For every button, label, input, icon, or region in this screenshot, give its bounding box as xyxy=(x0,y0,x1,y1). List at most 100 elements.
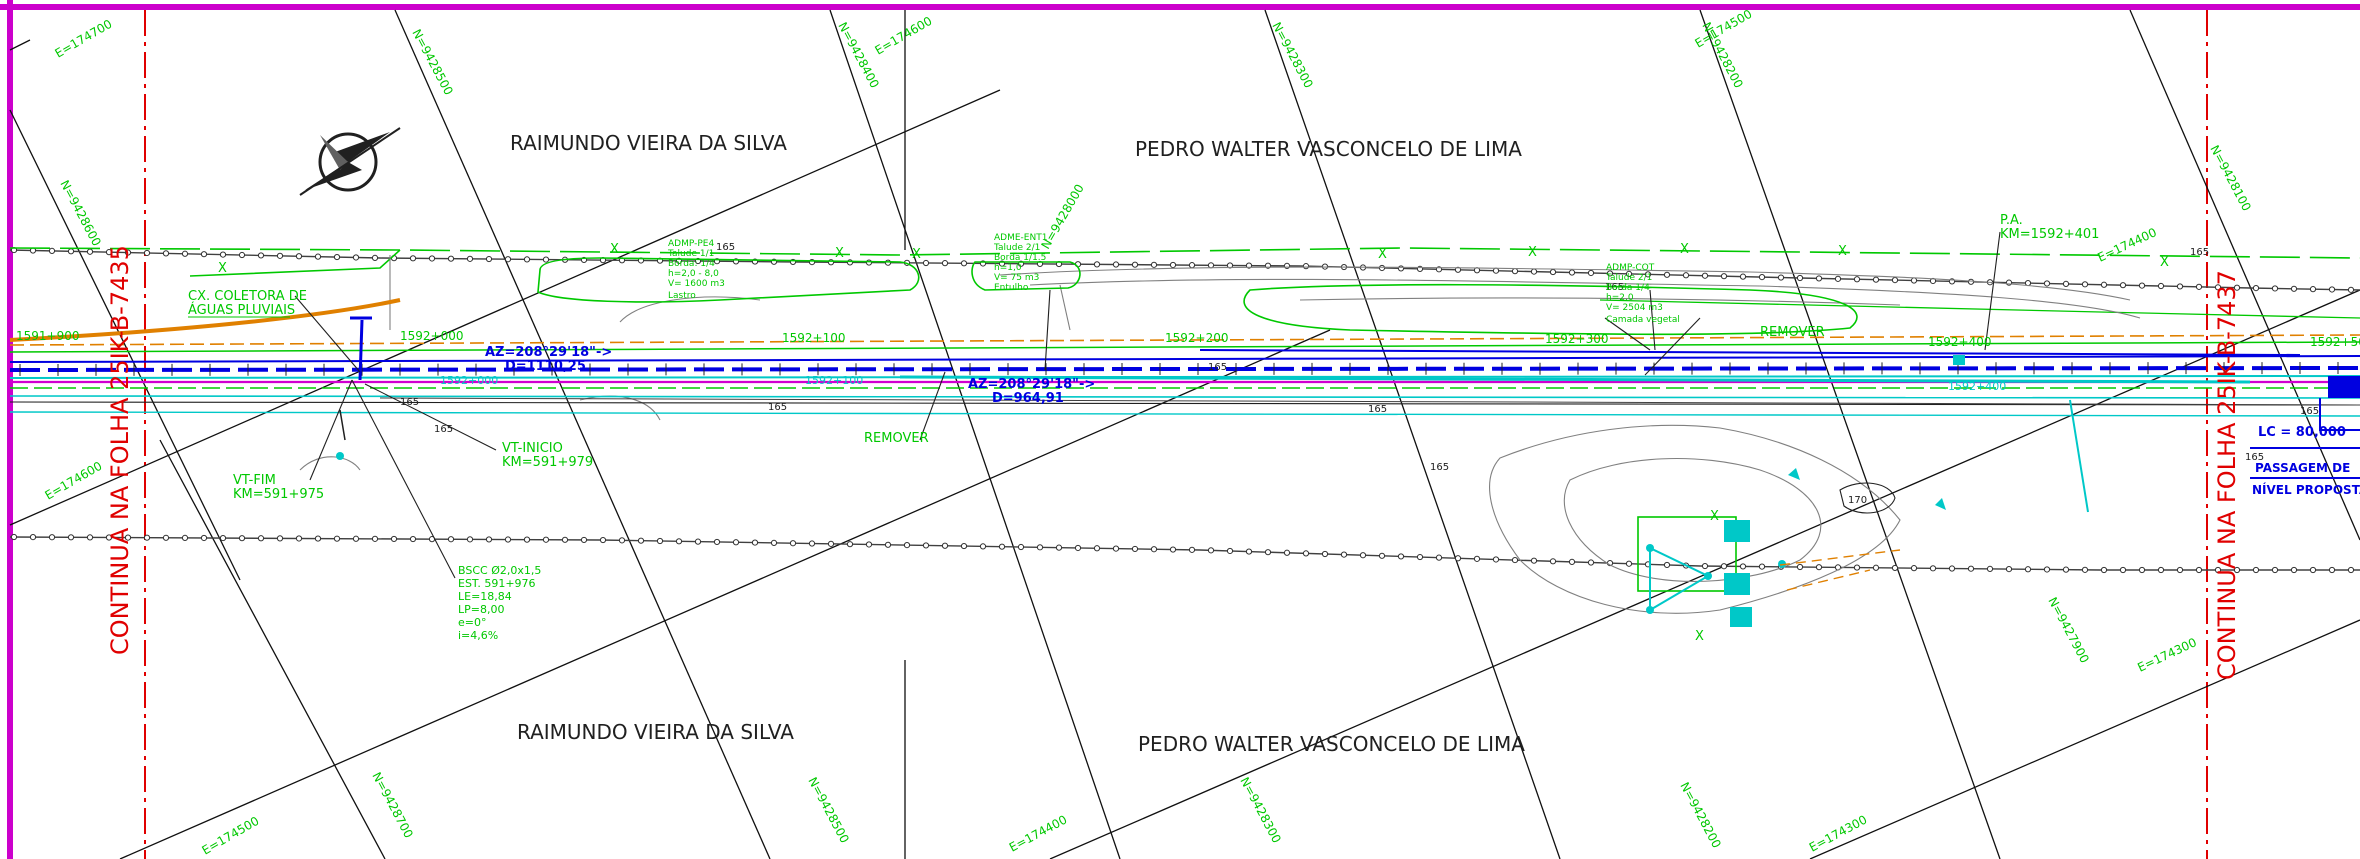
annotation-azimuth-2: AZ=208°29'18"-> xyxy=(968,377,1095,392)
elevation-label-11: 165 xyxy=(1605,282,1624,293)
fence-post xyxy=(884,541,892,548)
fence-post xyxy=(1587,559,1595,566)
svg-text:Talude 2/1: Talude 2/1 xyxy=(1605,273,1652,283)
fence-post xyxy=(808,540,816,547)
fence-post xyxy=(1530,557,1538,564)
fence-x-mark-10: X xyxy=(1710,509,1719,524)
fence-post xyxy=(2252,566,2260,574)
fence-post xyxy=(447,255,455,262)
fence-post xyxy=(2043,566,2051,573)
fence-post xyxy=(542,536,550,543)
fence-post xyxy=(2157,282,2165,290)
fence-post xyxy=(1644,271,1652,278)
fence-post xyxy=(694,538,702,545)
fence-post xyxy=(2081,566,2089,573)
fence-post xyxy=(1587,269,1595,277)
fence-post xyxy=(618,537,626,544)
fence-post xyxy=(1986,565,1994,573)
fence-post xyxy=(979,543,987,550)
fence-post xyxy=(1967,565,1975,572)
note-bscc: BSCC Ø2,0x1,5 EST. 591+976 LE=18,84 LP=8… xyxy=(458,564,541,642)
fence-post xyxy=(485,255,493,263)
fence-post xyxy=(314,535,322,542)
grid-line-n4 xyxy=(1699,9,2001,859)
fence-post xyxy=(1625,560,1633,567)
fence-post xyxy=(960,542,968,550)
fence-post xyxy=(1397,553,1405,560)
elevation-label-7: 165 xyxy=(1430,462,1449,473)
fence-post xyxy=(1112,261,1120,268)
annotation-remover-1: REMOVER xyxy=(864,431,929,446)
elevation-label-4: 165 xyxy=(768,402,787,413)
fence-post xyxy=(1796,563,1804,571)
fence-post xyxy=(1264,549,1272,556)
fence-post xyxy=(1891,277,1899,284)
fence-post xyxy=(2062,566,2070,573)
fence-post xyxy=(162,250,170,257)
annotation-vt-fim-line1: VT-FIM xyxy=(233,473,276,488)
station-label-1592-200: 1592+200 xyxy=(1165,331,1229,345)
fence-x-mark-7: X xyxy=(1680,242,1689,257)
fence-post xyxy=(447,536,455,543)
fence-x-mark-1: X xyxy=(218,261,227,276)
annotation-pa-line2: KM=1592+401 xyxy=(2000,227,2099,242)
fence-post xyxy=(67,534,75,541)
fence-post xyxy=(2138,282,2146,289)
fence-post xyxy=(257,535,265,542)
note-admp-cot: ADMP-COT Talude 2/1 Borda 1/4 h=2,0 V= 2… xyxy=(1605,263,1680,325)
fence-post xyxy=(124,249,132,256)
elevation-label-8: 165 xyxy=(2300,406,2319,417)
fence-post xyxy=(1568,558,1576,566)
grid-line-e2 xyxy=(119,329,1331,859)
fence-post xyxy=(751,539,759,546)
grid-label-n9428600: N=9428600 xyxy=(57,178,103,249)
annotation-distance-2: D=964,91 xyxy=(992,391,1064,406)
fence-post xyxy=(865,541,873,548)
fence-post xyxy=(884,259,892,266)
fence-post xyxy=(1853,564,1861,571)
fence-post xyxy=(1473,555,1481,562)
fence-post xyxy=(1017,543,1025,551)
fence-post xyxy=(1720,273,1728,280)
fence-post xyxy=(1074,544,1082,552)
fence-post xyxy=(1169,261,1177,269)
fence-post xyxy=(1302,550,1310,557)
fence-post xyxy=(1454,266,1462,273)
fence-post xyxy=(200,251,208,258)
station-label-lower-1: 1592+000 xyxy=(440,374,498,387)
fence-north xyxy=(9,246,2360,293)
fence-post xyxy=(941,542,949,549)
fence-post xyxy=(903,542,911,549)
svg-text:V= 2504 m3: V= 2504 m3 xyxy=(1606,303,1663,313)
fence-post xyxy=(1226,547,1234,555)
fence-post xyxy=(1169,546,1177,553)
fence-post xyxy=(371,254,379,261)
fence-post xyxy=(1891,564,1899,572)
fence-post xyxy=(1663,561,1671,569)
fence-post xyxy=(2024,566,2032,573)
fence-post xyxy=(1967,278,1975,285)
fence-post xyxy=(466,536,474,543)
svg-text:h=2,0: h=2,0 xyxy=(1606,293,1634,303)
fence-post xyxy=(2347,566,2355,574)
fence-post xyxy=(656,537,664,545)
fence-post xyxy=(1663,271,1671,278)
fence-post xyxy=(48,534,56,541)
annotation-distance-1: D=1110,25 xyxy=(505,359,586,374)
fence-post xyxy=(1701,562,1709,570)
fence-post xyxy=(1929,565,1937,572)
fence-post xyxy=(2347,286,2355,293)
fence-post xyxy=(2138,566,2146,574)
fence-post xyxy=(1910,565,1918,572)
fence-post xyxy=(580,536,588,544)
elevation-label-9: 165 xyxy=(2245,452,2264,463)
fence-post xyxy=(1207,262,1215,269)
fence-post xyxy=(1568,269,1576,276)
fence-post xyxy=(561,536,569,543)
fence-post xyxy=(1511,556,1519,564)
continuation-label-left: CONTINUA NA FOLHA 25IK-B-7435 xyxy=(106,245,134,655)
fence-post xyxy=(713,538,721,546)
fence-post xyxy=(67,248,75,255)
fence-post xyxy=(1815,275,1823,282)
